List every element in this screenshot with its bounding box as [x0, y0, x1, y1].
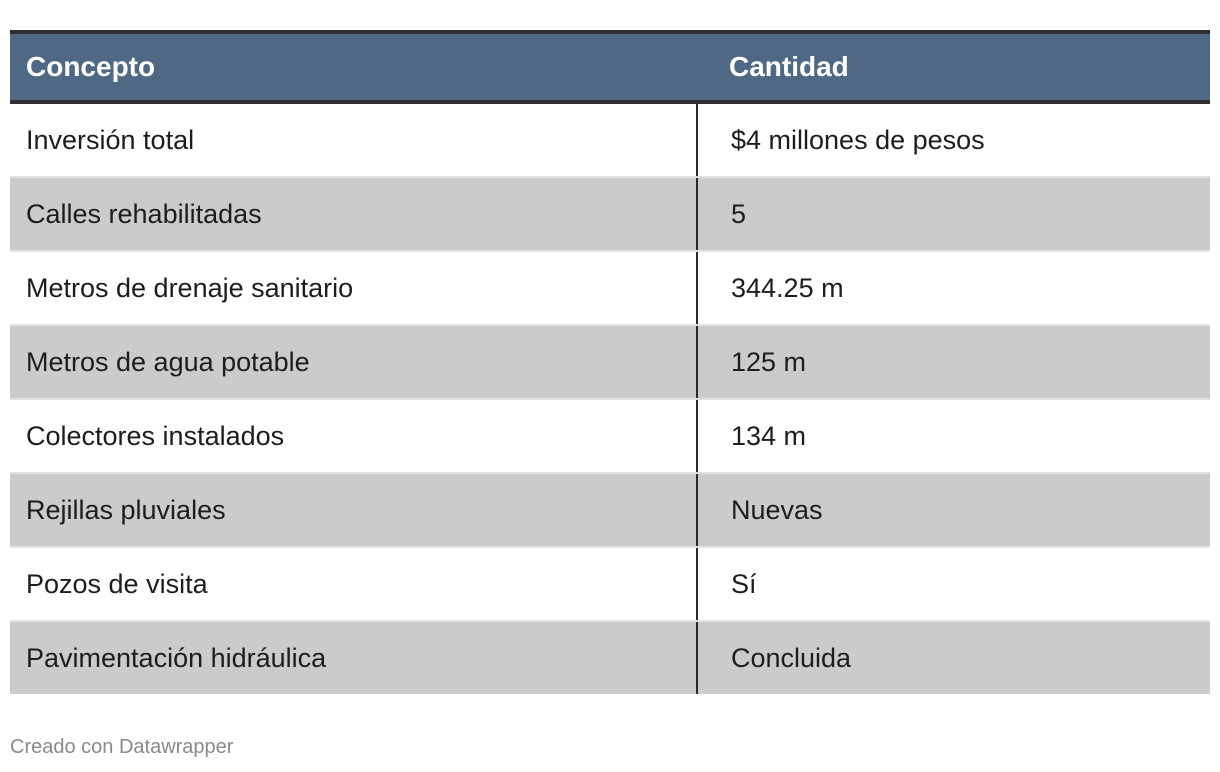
table-row: Pavimentación hidráulica Concluida [10, 621, 1210, 694]
row-cantidad: Nuevas [697, 473, 1210, 548]
data-table: Concepto Cantidad Inversión total $4 mil… [10, 30, 1210, 694]
header-row: Concepto Cantidad [10, 30, 1210, 104]
row-concepto: Colectores instalados [10, 399, 698, 474]
row-concepto: Inversión total [10, 102, 698, 178]
row-concepto: Pavimentación hidráulica [10, 621, 698, 694]
header-concepto[interactable]: Concepto [10, 30, 697, 104]
table-row: Metros de drenaje sanitario 344.25 m [10, 251, 1210, 326]
table-row: Calles rehabilitadas 5 [10, 177, 1210, 252]
row-concepto: Metros de drenaje sanitario [10, 251, 698, 326]
data-table-container: Concepto Cantidad Inversión total $4 mil… [10, 30, 1210, 694]
header-cantidad[interactable]: Cantidad [697, 30, 1210, 104]
table-body: Inversión total $4 millones de pesos Cal… [10, 102, 1210, 694]
row-cantidad: 5 [697, 177, 1210, 252]
row-concepto: Calles rehabilitadas [10, 177, 698, 252]
table-row: Metros de agua potable 125 m [10, 325, 1210, 400]
table-header: Concepto Cantidad [10, 30, 1210, 104]
table-row: Inversión total $4 millones de pesos [10, 102, 1210, 178]
table-row: Colectores instalados 134 m [10, 399, 1210, 474]
table-row: Pozos de visita Sí [10, 547, 1210, 622]
row-cantidad: 125 m [697, 325, 1210, 400]
row-concepto: Rejillas pluviales [10, 473, 698, 548]
row-cantidad: 344.25 m [697, 251, 1210, 326]
row-cantidad: 134 m [697, 399, 1210, 474]
row-concepto: Metros de agua potable [10, 325, 698, 400]
datawrapper-credit: Creado con Datawrapper [10, 736, 234, 758]
row-cantidad: $4 millones de pesos [697, 102, 1210, 178]
table-row: Rejillas pluviales Nuevas [10, 473, 1210, 548]
row-cantidad: Sí [697, 547, 1210, 622]
row-cantidad: Concluida [697, 621, 1210, 694]
row-concepto: Pozos de visita [10, 547, 698, 622]
